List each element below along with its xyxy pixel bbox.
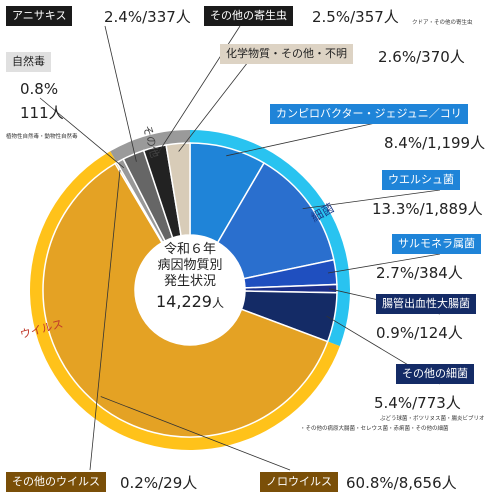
natural-toxin-tag: 自然毒 bbox=[6, 52, 51, 72]
other-virus-tag: その他のウイルス bbox=[6, 472, 106, 492]
leader-line bbox=[104, 25, 137, 162]
leader-line bbox=[89, 169, 121, 471]
center-total-value: 14,229 bbox=[156, 292, 212, 311]
natural-toxin-count: 111人 bbox=[20, 104, 64, 122]
center-title-line: 発生状況 bbox=[163, 274, 216, 289]
welchii-value: 13.3%/1,889人 bbox=[372, 200, 483, 218]
chemical-tag: 化学物質・その他・不明 bbox=[220, 44, 353, 64]
leader-line bbox=[39, 97, 125, 169]
campylobacter-tag: カンピロバクター・ジェジュニ／コリ bbox=[270, 104, 468, 124]
leader-line bbox=[226, 121, 381, 157]
chemical-value: 2.6%/370人 bbox=[378, 48, 465, 66]
natural-toxin-note: 植物性自然毒・動物性自然毒 bbox=[6, 134, 78, 140]
parasite-note: クドア・その他の寄生虫 bbox=[412, 20, 473, 26]
campylobacter-value: 8.4%/1,199人 bbox=[384, 134, 486, 152]
norovirus-tag: ノロウイルス bbox=[260, 472, 338, 492]
leader-lines bbox=[39, 25, 441, 471]
center-title: 令和６年 病因物質別 発生状況 bbox=[140, 242, 240, 290]
center-hole bbox=[135, 235, 245, 345]
parasite-tag: その他の寄生虫 bbox=[204, 6, 293, 26]
anisakis-tag: アニサキス bbox=[6, 6, 73, 26]
group-ring-0 bbox=[190, 130, 350, 347]
norovirus-value: 60.8%/8,656人 bbox=[346, 474, 457, 492]
leader-line bbox=[327, 253, 441, 274]
leader-line bbox=[302, 189, 441, 210]
parasite-value: 2.5%/357人 bbox=[312, 8, 399, 26]
center-title-line: 病因物質別 bbox=[157, 258, 223, 273]
other-bacteria-value: 5.4%/773人 bbox=[374, 394, 461, 412]
center-title-line: 令和６年 bbox=[163, 242, 216, 257]
other-bacteria-note: ぶどう球菌・ボツリヌス菌・腸炎ビブリオ bbox=[380, 416, 485, 422]
other-bacteria-note: ・その他の病原大腸菌・セレウス菌・赤痢菌・その他の細菌 bbox=[300, 426, 449, 432]
ehec-value: 0.9%/124人 bbox=[376, 324, 463, 342]
salmonella-tag: サルモネラ属菌 bbox=[392, 234, 481, 254]
anisakis-value: 2.4%/337人 bbox=[104, 8, 191, 26]
center-total-unit: 人 bbox=[211, 296, 224, 310]
salmonella-value: 2.7%/384人 bbox=[376, 264, 463, 282]
other-virus-value: 0.2%/29人 bbox=[120, 474, 198, 492]
other-bacteria-tag: その他の細菌 bbox=[396, 364, 474, 384]
leader-line bbox=[100, 396, 291, 471]
slice-layer bbox=[42, 142, 338, 438]
group-ring-2 bbox=[110, 130, 190, 163]
ehec-tag: 腸管出血性大腸菌 bbox=[376, 294, 476, 314]
leader-line bbox=[178, 61, 249, 152]
natural-toxin-percent: 0.8% bbox=[20, 80, 59, 98]
welchii-tag: ウエルシュ菌 bbox=[382, 170, 460, 190]
group-ring bbox=[29, 130, 350, 451]
center-total: 14,229人 bbox=[140, 292, 240, 311]
